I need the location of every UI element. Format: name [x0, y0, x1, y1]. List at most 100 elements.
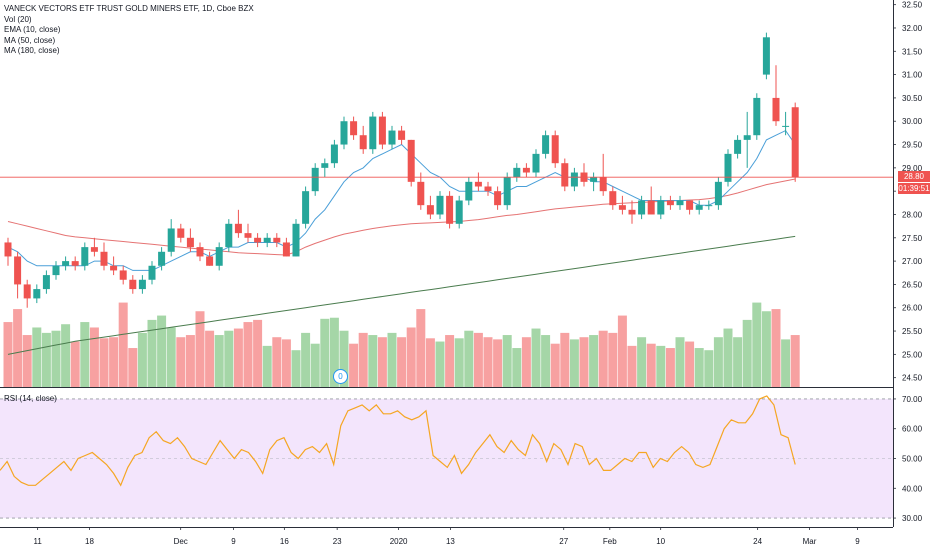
candle-body	[426, 205, 434, 215]
volume-bar	[272, 337, 282, 387]
time-tick-label: 16	[280, 537, 289, 546]
axes: 24.50 25.00 25.50 26.00 26.50 27.00 27.50 28.00…	[33, 1, 922, 546]
volume-bar	[281, 339, 291, 387]
candle-body	[676, 200, 684, 206]
rsi-legend[interactable]: RSI (14, close)	[4, 394, 57, 403]
candle-body	[561, 163, 569, 187]
candle-body	[225, 223, 233, 248]
volume-bar	[118, 302, 128, 387]
price-tick-label: 30.50	[902, 94, 923, 103]
candle-body	[4, 242, 12, 257]
candle-body	[647, 200, 655, 215]
volume-bar	[80, 322, 90, 387]
volume-bar	[320, 318, 330, 387]
legend-ma50[interactable]: MA (50, close)	[4, 35, 56, 45]
candle-body	[215, 247, 223, 266]
candle-body	[282, 242, 290, 257]
candle-body	[494, 191, 502, 206]
volume-bar	[637, 337, 647, 387]
volume-bar	[157, 315, 167, 387]
candle-body	[186, 237, 194, 248]
volume-bar	[627, 345, 637, 387]
volume-bar	[377, 337, 387, 387]
volume-bar	[291, 350, 301, 387]
volume-bar	[723, 328, 733, 387]
candle-body	[695, 205, 703, 210]
volume-bar	[771, 309, 781, 387]
candle-body	[14, 256, 22, 285]
volume-bar	[742, 319, 752, 387]
candle-body	[369, 116, 377, 150]
price-tick-label: 28.00	[902, 210, 923, 219]
volume-bar	[13, 309, 23, 387]
volume-bar	[752, 302, 762, 387]
candle-body	[33, 289, 41, 299]
volume-bar	[733, 337, 743, 387]
candle-body	[638, 200, 646, 215]
candle-body	[590, 177, 598, 182]
legend-ma180[interactable]: MA (180, close)	[4, 46, 60, 55]
legend-ema[interactable]: EMA (10, close)	[4, 25, 61, 34]
rsi-tick-label: 60.00	[902, 425, 923, 434]
price-tick-label: 29.50	[902, 141, 923, 150]
price-tick-label: 25.00	[902, 350, 923, 359]
volume-bar	[3, 322, 13, 387]
ma-180-line	[7, 235, 796, 355]
price-tick-label: 26.50	[902, 280, 923, 289]
volume-bar	[531, 328, 541, 387]
candle-body	[263, 237, 271, 243]
volume-bar	[483, 337, 493, 387]
time-tick-label: 13	[446, 537, 455, 546]
volume-bar	[301, 332, 311, 387]
chart-title: VANECK VECTORS ETF TRUST GOLD MINERS ETF…	[4, 4, 254, 13]
volume-bar	[89, 327, 99, 387]
candle-body	[734, 139, 742, 154]
volume-bar	[262, 345, 272, 387]
candle-body	[609, 191, 617, 206]
candle-body	[446, 195, 454, 224]
volume-bar	[109, 337, 119, 387]
legend-vol[interactable]: Vol (20)	[4, 14, 32, 24]
volume-bar	[224, 330, 234, 387]
rsi-tick-label: 70.00	[902, 395, 923, 404]
candle-body	[119, 270, 127, 280]
volume-bar	[416, 309, 426, 387]
candle-body	[23, 284, 31, 299]
volume-bar	[310, 343, 320, 387]
countdown-tag: 01:39:51	[898, 183, 930, 195]
candle-body	[254, 237, 262, 243]
volume-bar	[454, 338, 464, 387]
volume-bar	[22, 335, 32, 387]
candle-body	[772, 97, 780, 122]
candle-body	[167, 228, 175, 252]
volume-bar	[425, 338, 435, 387]
volume-bar	[253, 319, 263, 387]
candle-body	[599, 177, 607, 192]
volume-bar	[32, 327, 42, 387]
candle-body	[791, 107, 799, 178]
legend: VANECK VECTORS ETF TRUST GOLD MINERS ETF…	[4, 4, 254, 57]
volume-bar	[166, 327, 176, 387]
time-tick-label: 27	[559, 537, 568, 546]
volume-bar	[790, 335, 800, 387]
candle-body	[110, 265, 118, 271]
time-tick-label: 9	[231, 537, 236, 546]
volume-bar	[656, 345, 666, 387]
time-tick-label: 11	[33, 537, 42, 546]
volume-bar	[560, 332, 570, 387]
candle-body	[340, 121, 348, 145]
candle-body	[743, 135, 751, 140]
volume-badge[interactable]: 0	[333, 369, 348, 384]
volume-bar	[358, 332, 368, 387]
rsi-pane	[0, 395, 893, 519]
rsi-line	[0, 395, 796, 487]
candle-body	[129, 279, 137, 290]
volume-bar	[61, 324, 71, 387]
volume-bar	[214, 335, 224, 387]
candle-body	[714, 181, 722, 206]
time-tick-label: 24	[753, 537, 762, 546]
volume-bar	[339, 330, 349, 387]
candle-body	[570, 172, 578, 187]
time-tick-label: 9	[855, 537, 860, 546]
